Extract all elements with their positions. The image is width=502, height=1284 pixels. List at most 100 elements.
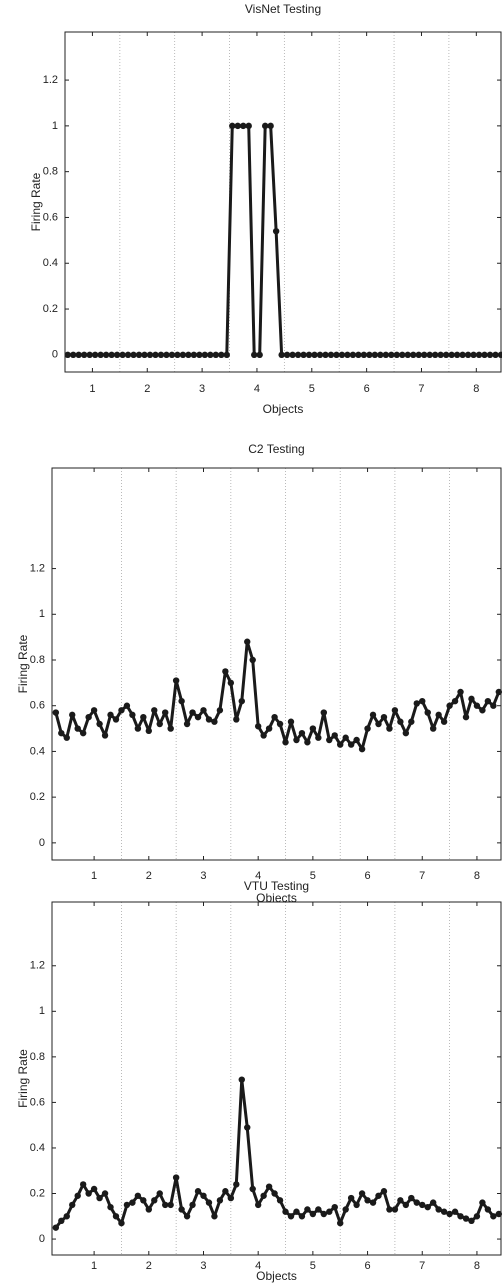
data-point [347,1194,355,1202]
data-point [140,1197,147,1204]
data-point [331,1203,338,1211]
data-point [194,1188,202,1195]
data-point [112,716,120,723]
y-tick-label: 0.4 [30,745,45,757]
data-point [457,1213,464,1220]
data-point [79,729,87,737]
y-tick-label: 0.8 [30,654,45,666]
x-tick-label: 1 [91,870,97,882]
data-point [249,656,256,664]
y-tick-label: 0.6 [30,1096,45,1108]
data-point [490,702,497,709]
data-point [130,351,137,359]
data-point [393,351,400,359]
data-point [135,351,143,359]
data-point [338,351,346,359]
data-point [244,638,251,645]
data-point [293,1208,300,1215]
chart-panel: 0 0.2 0.4 0.6 0.8 1 1.2 1 2 3 4 5 6 7 8 VTU Testing Obje… [16,879,502,1283]
y-tick-label: 0.2 [30,1187,45,1199]
data-point [289,351,296,359]
data-point [380,713,388,721]
data-point [211,1213,218,1220]
data-point [484,1206,492,1213]
data-point [179,351,187,359]
plot-frame [51,467,502,861]
x-tick-label: 2 [146,1260,152,1272]
data-point [415,351,422,359]
data-point [353,1201,360,1209]
data-point [260,1192,267,1199]
data-point [96,1194,103,1202]
data-point [96,720,103,728]
x-tick-label: 6 [364,383,370,395]
data-point [429,1199,437,1206]
data-point [287,1213,295,1220]
data-point [80,351,88,359]
data-point [402,1201,410,1209]
chart-panel: 0 0.2 0.4 0.6 0.8 1 1.2 1 2 3 4 5 6 7 8 VisNet Testing O… [29,2,502,416]
data-point [222,1188,229,1195]
data-point [397,718,404,725]
data-point [276,720,284,728]
data-point [162,709,169,716]
data-line [54,640,501,751]
data-point [305,351,313,359]
data-point [410,351,417,359]
data-point [113,351,121,359]
data-point [90,1185,98,1193]
data-point [451,1208,459,1215]
y-axis-label: Firing Rate [29,172,43,231]
data-point [442,351,450,359]
data-point [294,351,302,359]
x-tick-label: 3 [200,870,206,882]
data-point [123,1201,131,1209]
data-point [326,736,333,744]
y-tick-label: 0.8 [43,166,58,178]
data-point [129,1199,136,1206]
data-point [97,351,104,359]
data-point [134,725,142,732]
data-point [216,707,224,714]
x-tick-label: 4 [255,870,261,882]
y-tick-label: 1.2 [30,562,45,574]
data-point [358,1190,366,1197]
data-point [178,1206,185,1213]
data-point [298,729,306,737]
data-point [86,351,93,359]
data-point [200,707,207,714]
data-point [254,723,262,730]
data-point [102,351,110,359]
data-point [151,1197,158,1204]
data-point [316,351,324,359]
y-tick-label: 1 [52,120,58,132]
data-point [272,227,280,235]
data-point [260,732,267,739]
data-point [386,1206,393,1213]
data-point [424,1203,431,1211]
data-point [468,1217,475,1225]
data-point [320,1210,328,1218]
x-tick-label: 3 [199,383,205,395]
data-point [233,716,240,723]
data-point [249,1185,256,1193]
plot-area [65,32,501,372]
data-point [421,351,428,359]
x-tick-label: 8 [474,870,480,882]
data-point [404,351,411,359]
data-point [218,351,225,359]
data-point [481,351,488,359]
data-point [234,122,241,130]
data-point [140,713,147,721]
data-point [388,351,395,359]
x-tick-label: 5 [310,870,316,882]
y-axis-label: Firing Rate [16,1049,30,1108]
data-point [276,1197,284,1204]
data-point [85,1190,92,1197]
data-point [101,1190,109,1197]
x-tick-label: 7 [419,1260,425,1272]
x-tick-label: 6 [364,870,370,882]
data-point [371,351,379,359]
y-tick-label: 0 [39,1233,45,1245]
